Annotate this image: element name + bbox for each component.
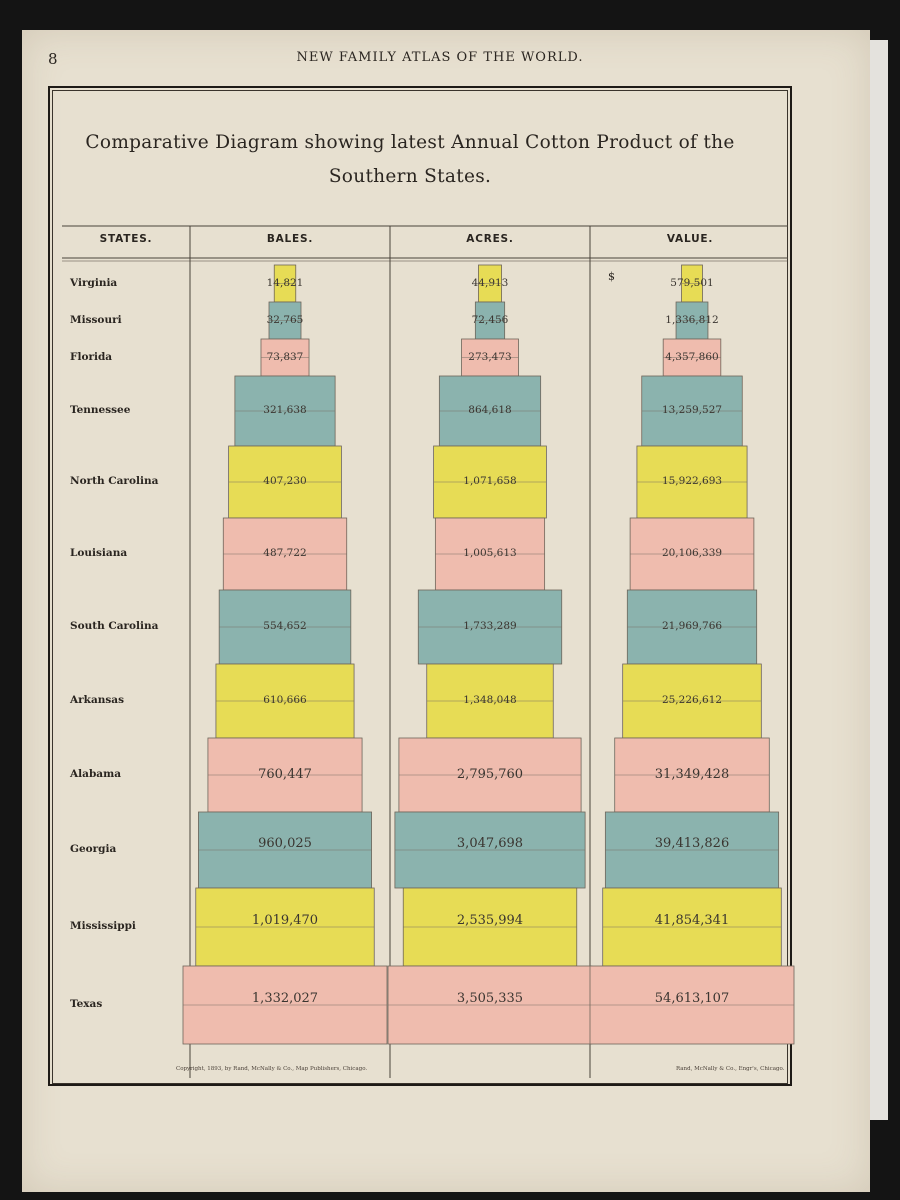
acres-value-label: 1,348,048 [463, 694, 517, 707]
state-label-louisiana: Louisiana [70, 547, 128, 559]
state-label-mississippi: Mississippi [70, 920, 136, 932]
state-label-arkansas: Arkansas [70, 694, 125, 706]
state-label-south-carolina: South Carolina [70, 620, 159, 632]
bales-value-label: 760,447 [258, 766, 312, 782]
acres-value-label: 72,456 [471, 313, 509, 326]
acres-value-label: 864,618 [468, 404, 512, 417]
bales-value-label: 487,722 [263, 547, 307, 560]
bales-value-label: 32,765 [266, 313, 304, 326]
page-number: 8 [48, 50, 58, 68]
chart-border-outer [48, 86, 792, 1086]
state-label-tennessee: Tennessee [70, 404, 131, 416]
state-label-florida: Florida [70, 350, 113, 363]
column-header-bales: BALES. [266, 233, 314, 245]
value-value-label: 4,357,860 [665, 350, 719, 363]
value-value-label: 39,413,826 [654, 835, 730, 851]
value-value-label: 54,613,107 [654, 990, 730, 1006]
bales-value-label: 73,837 [266, 350, 304, 363]
acres-value-label: 1,005,613 [463, 547, 517, 560]
bales-value-label: 610,666 [263, 694, 307, 707]
state-label-missouri: Missouri [70, 313, 122, 326]
value-value-label: 579,501 [670, 276, 714, 289]
currency-symbol: $ [608, 270, 615, 283]
bales-value-label: 407,230 [263, 475, 307, 488]
bales-value-label: 1,019,470 [251, 912, 319, 928]
value-value-label: 15,922,693 [661, 475, 723, 488]
value-value-label: 20,106,339 [661, 547, 723, 560]
column-header-value: VALUE. [666, 233, 714, 245]
acres-value-label: 3,505,335 [456, 990, 524, 1006]
atlas-header-title: NEW FAMILY ATLAS OF THE WORLD. [296, 50, 584, 65]
chart-border-inner [52, 90, 788, 1084]
value-value-label: 41,854,341 [654, 912, 730, 928]
acres-value-label: 2,535,994 [456, 912, 524, 928]
column-header-acres: ACRES. [466, 233, 514, 245]
state-label-alabama: Alabama [70, 768, 121, 780]
value-value-label: 21,969,766 [661, 620, 723, 633]
acres-value-label: 2,795,760 [456, 766, 524, 782]
copyright-note: Copyright, 1893, by Rand, McNally & Co.,… [176, 1066, 368, 1072]
acres-value-label: 44,913 [471, 276, 509, 289]
value-value-label: 13,259,527 [661, 404, 723, 417]
acres-value-label: 1,733,289 [463, 620, 517, 633]
state-label-texas: Texas [70, 998, 103, 1010]
column-header-states: STATES. [99, 233, 153, 245]
bales-value-label: 554,652 [263, 620, 307, 633]
acres-value-label: 1,071,658 [463, 475, 517, 488]
state-label-virginia: Virginia [70, 276, 118, 289]
acres-value-label: 3,047,698 [456, 835, 524, 851]
state-label-north-carolina: North Carolina [70, 475, 159, 487]
acres-value-label: 273,473 [468, 350, 512, 363]
value-value-label: 1,336,812 [665, 313, 719, 326]
chart-title: Comparative Diagram showing latest Annua… [85, 132, 735, 187]
bales-value-label: 321,638 [263, 404, 307, 417]
engraver-note: Rand, McNally & Co., Engr's, Chicago. [676, 1066, 785, 1072]
bales-value-label: 1,332,027 [251, 990, 319, 1006]
value-value-label: 25,226,612 [661, 694, 723, 707]
state-label-georgia: Georgia [70, 843, 117, 855]
bales-value-label: 14,821 [266, 276, 304, 289]
bales-value-label: 960,025 [258, 835, 312, 851]
value-value-label: 31,349,428 [654, 766, 730, 782]
